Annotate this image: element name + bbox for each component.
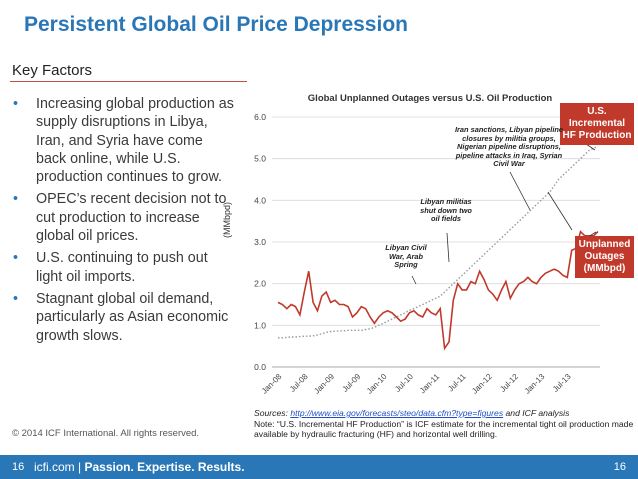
bullet-text: Increasing global production as supply d…	[36, 96, 234, 186]
bullet-text: OPEC’s recent decision not to cut produc…	[36, 191, 227, 245]
x-tick-label: Jan-10	[365, 372, 389, 396]
page-number-left: 16	[12, 461, 25, 473]
sources-line: Sources: http://www.eia.gov/forecasts/st…	[254, 408, 634, 419]
y-tick-label: 6.0	[254, 112, 266, 122]
y-tick-label: 5.0	[254, 154, 266, 164]
list-item: • OPEC’s recent decision not to cut produ…	[12, 190, 237, 245]
bullet-icon: •	[13, 96, 19, 112]
bullet-text: Stagnant global oil demand, particularly…	[36, 290, 229, 344]
footer-separator: |	[78, 460, 82, 474]
x-tick-label: Jan-09	[312, 372, 336, 396]
bullet-text: U.S. continuing to push out light oil im…	[36, 250, 208, 285]
y-axis-label: (MMbpd)	[222, 202, 232, 238]
x-tick-label: Jul-10	[393, 372, 415, 394]
annotation-leader	[411, 275, 417, 285]
list-item: • Stagnant global oil demand, particularl…	[12, 290, 237, 345]
x-tick-label: Jul-13	[551, 372, 573, 394]
note-text: Note: “U.S. Incremental HF Production” i…	[254, 418, 634, 440]
sources-link[interactable]: http://www.eia.gov/forecasts/steo/data.c…	[290, 408, 504, 418]
x-tick-label: Jul-08	[288, 372, 310, 394]
source-note: Sources: http://www.eia.gov/forecasts/st…	[254, 408, 634, 440]
y-tick-label: 1.0	[254, 320, 266, 330]
footer-logo: icfi.com | Passion. Expertise. Results.	[34, 460, 245, 474]
x-tick-label: Jan-13	[523, 372, 547, 396]
key-factors-heading: Key Factors	[12, 62, 93, 79]
x-tick-label: Jan-12	[470, 372, 494, 396]
outages-series-line	[277, 230, 599, 351]
x-tick-label: Jul-09	[341, 372, 363, 394]
list-item: • U.S. continuing to push out light oil i…	[12, 249, 237, 286]
list-item: • Increasing global production as supply …	[12, 95, 237, 186]
annotation-leader	[547, 191, 573, 231]
unplanned-outages-callout: Unplanned Outages (MMbpd)	[575, 236, 634, 278]
x-tick-label: Jan-11	[418, 372, 442, 396]
x-tick-label: Jan-08	[260, 372, 284, 396]
sources-prefix: Sources:	[254, 408, 291, 418]
y-tick-label: 2.0	[254, 279, 266, 289]
page-title: Persistent Global Oil Price Depression	[24, 13, 408, 36]
annotation-libyan-militias: Libyan militias shut down two oil fields	[420, 197, 472, 224]
y-tick-label: 0.0	[254, 362, 266, 372]
hf-production-callout: U.S. Incremental HF Production	[560, 103, 634, 145]
sources-suffix: and ICF analysis	[503, 408, 570, 418]
key-factors-list: • Increasing global production as supply …	[12, 95, 237, 349]
y-tick-label: 4.0	[254, 195, 266, 205]
hf-production-series-line	[278, 145, 599, 339]
x-tick-label: Jul-12	[498, 372, 520, 394]
bullet-icon: •	[13, 250, 19, 267]
footer-bar: 16 icfi.com | Passion. Expertise. Result…	[0, 455, 638, 479]
y-tick-label: 3.0	[254, 237, 266, 247]
x-tick-label: Jul-11	[446, 372, 468, 394]
bullet-icon: •	[13, 191, 19, 208]
page-number-right: 16	[613, 461, 626, 473]
chart-title: Global Unplanned Outages versus U.S. Oil…	[308, 93, 553, 104]
annotation-leader	[446, 232, 450, 263]
annotation-libyan-civil-war: Libyan Civil War, Arab Spring	[385, 243, 427, 270]
key-factors-divider	[10, 81, 247, 82]
annotation-iran-sanctions: Iran sanctions, Libyan pipeline closures…	[454, 125, 563, 169]
site-name: icfi.com	[34, 460, 75, 474]
copyright-text: © 2014 ICF International. All rights res…	[12, 428, 200, 439]
bullet-icon: •	[13, 290, 19, 307]
tagline: Passion. Expertise. Results.	[84, 460, 245, 474]
annotation-leader	[509, 171, 531, 211]
